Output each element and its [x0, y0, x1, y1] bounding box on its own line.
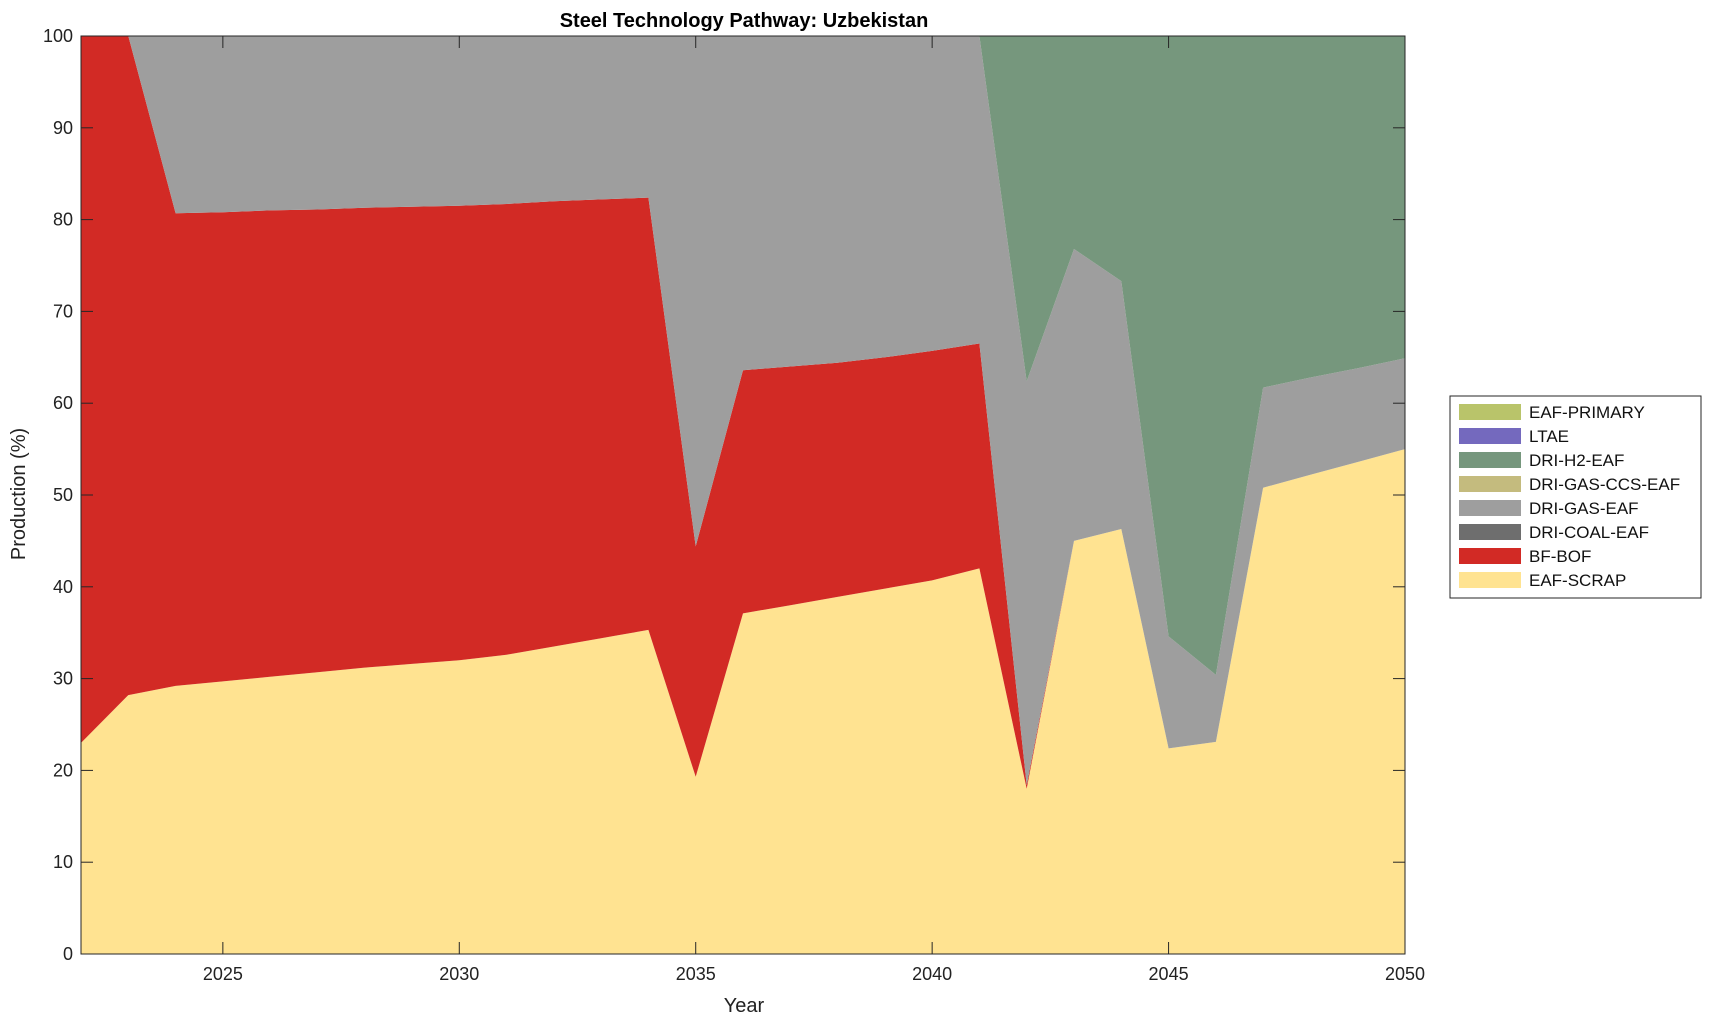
- x-tick-label: 2050: [1385, 964, 1425, 984]
- x-axis: 2025 2030 2035 2040 2045 2050: [203, 36, 1425, 984]
- y-tick-label: 30: [53, 669, 73, 689]
- area-bf-bof: [81, 36, 1405, 789]
- legend-swatch-dri-gas-ccs-eaf: [1459, 476, 1521, 492]
- legend-label-bf-bof: BF-BOF: [1529, 547, 1591, 566]
- y-tick-label: 60: [53, 393, 73, 413]
- legend-swatch-eaf-primary: [1459, 404, 1521, 420]
- legend-swatch-dri-coal-eaf: [1459, 524, 1521, 540]
- y-tick-label: 70: [53, 301, 73, 321]
- y-tick-label: 90: [53, 118, 73, 138]
- y-tick-label: 40: [53, 577, 73, 597]
- legend-swatch-ltae: [1459, 428, 1521, 444]
- x-tick-label: 2030: [439, 964, 479, 984]
- legend-swatch-eaf-scrap: [1459, 572, 1521, 588]
- legend: EAF-PRIMARY LTAE DRI-H2-EAF DRI-GAS-CCS-EAF…: [1449, 395, 1702, 599]
- y-axis: 0 10 20 30 40 50 60 70 80 90 100: [43, 26, 1405, 964]
- x-tick-label: 2045: [1149, 964, 1189, 984]
- legend-label-dri-gas-ccs-eaf: DRI-GAS-CCS-EAF: [1529, 475, 1680, 494]
- legend-swatch-dri-h2-eaf: [1459, 452, 1521, 468]
- legend-label-ltae: LTAE: [1529, 427, 1569, 446]
- area-layers: [81, 36, 1405, 954]
- y-tick-label: 100: [43, 26, 73, 46]
- legend-label-eaf-primary: EAF-PRIMARY: [1529, 403, 1645, 422]
- y-tick-label: 20: [53, 760, 73, 780]
- x-tick-label: 2025: [203, 964, 243, 984]
- y-tick-label: 80: [53, 210, 73, 230]
- area-dri-h2-eaf: [81, 36, 1405, 675]
- x-axis-label: Year: [724, 995, 765, 1017]
- legend-label-eaf-scrap: EAF-SCRAP: [1529, 571, 1626, 590]
- legend-label-dri-gas-eaf: DRI-GAS-EAF: [1529, 499, 1639, 518]
- legend-label-dri-h2-eaf: DRI-H2-EAF: [1529, 451, 1624, 470]
- legend-box: [1449, 395, 1702, 599]
- legend-label-dri-coal-eaf: DRI-COAL-EAF: [1529, 523, 1649, 542]
- y-tick-label: 10: [53, 852, 73, 872]
- area-dri-gas-eaf: [81, 36, 1405, 786]
- y-tick-label: 0: [63, 944, 73, 964]
- y-tick-label: 50: [53, 485, 73, 505]
- area-eaf-scrap: [81, 449, 1405, 954]
- x-tick-label: 2035: [676, 964, 716, 984]
- chart-title: Steel Technology Pathway: Uzbekistan: [560, 10, 929, 32]
- legend-swatch-bf-bof: [1459, 548, 1521, 564]
- legend-swatch-dri-gas-eaf: [1459, 500, 1521, 516]
- y-axis-label: Production (%): [8, 428, 30, 560]
- x-tick-label: 2040: [912, 964, 952, 984]
